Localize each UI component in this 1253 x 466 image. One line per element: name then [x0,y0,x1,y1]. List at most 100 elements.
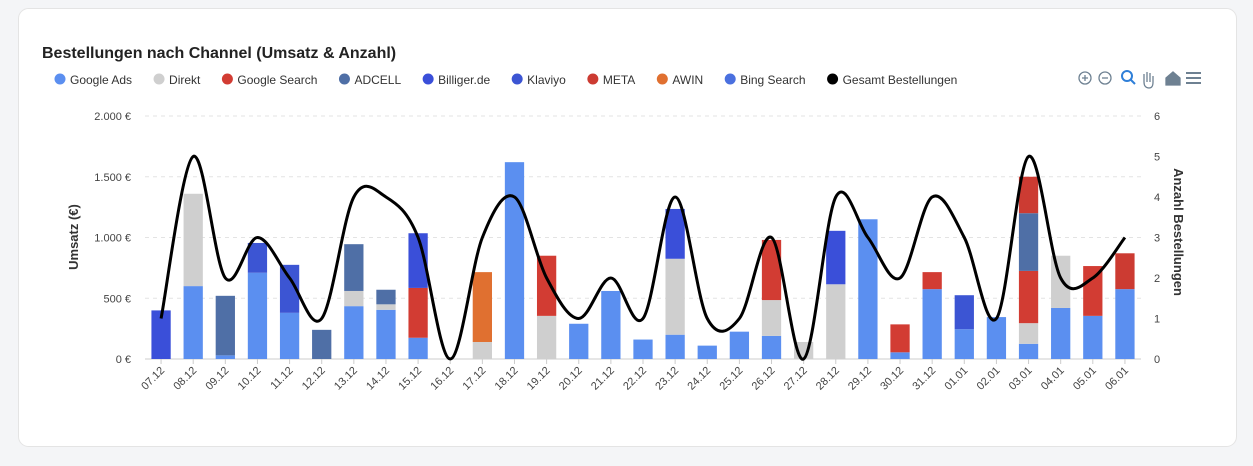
line [159,154,1127,361]
legend-label: Billiger.de [438,73,490,87]
legend-marker [338,73,350,85]
bar-segment [536,315,557,359]
y2-tick-label: 4 [1154,192,1160,204]
legend-label: META [603,73,635,87]
y2-tick-label: 3 [1154,233,1160,245]
zoom[interactable] [1121,70,1133,82]
bar-segment [247,272,268,359]
y2-tick-label: 2 [1154,273,1160,285]
bar-segment [151,310,171,359]
bar-segment [376,304,396,310]
zoom-out[interactable] [1098,71,1112,85]
bar-segment [665,208,685,259]
bar-segment [183,286,203,359]
bar-segment [472,272,492,342]
y-tick-label: 1.500 € [94,172,131,184]
bar-segment [697,345,717,359]
bar-segment [344,306,364,359]
legend-label: AWIN [672,73,703,87]
y2-tick-label: 0 [1154,354,1160,366]
bar-segment [1083,266,1103,316]
legend-marker [511,73,523,85]
bar-segment [761,239,782,301]
legend-label: Bing Search [740,73,805,87]
bar-segment [986,317,1007,359]
y-tick-label: 1.000 € [94,233,131,245]
chart-title: Bestellungen nach Channel (Umsatz & Anza… [42,45,396,62]
bar-segment [601,290,621,359]
bar-segment [183,193,203,287]
bar-segment [376,309,396,359]
bar-segment [826,284,846,359]
bar-segment [504,162,525,359]
zoom-in[interactable] [1078,71,1092,85]
legend-marker [656,73,668,85]
bar-segment [954,295,974,330]
y2-axis-title: Anzahl Bestellungen [1171,168,1186,296]
bar-segment [344,244,364,291]
bar-segment [665,258,685,335]
bar-segment [1018,213,1039,271]
bar-segment [826,230,846,285]
bar-segment [569,323,589,359]
legend-marker [724,73,736,85]
bar-segment [1018,323,1039,344]
legend-label: ADCELL [354,73,401,87]
bar-segment [279,312,300,359]
legend-marker [827,73,839,85]
bar-segment [890,324,910,353]
legend-marker [587,73,599,85]
legend-label: Direkt [169,73,201,87]
y-tick-label: 0 € [116,354,131,366]
bar-segment [1115,289,1135,359]
bar-segment [247,242,268,273]
y2-tick-label: 6 [1154,111,1160,123]
y-tick-label: 2.000 € [94,111,131,123]
bar-segment [1083,315,1103,359]
y-tick-label: 500 € [103,293,131,305]
pan[interactable] [1143,72,1154,89]
bar-segment [1018,176,1039,214]
bar-segment [344,290,364,307]
y2-tick-label: 1 [1154,314,1160,326]
y-axis-title: Umsatz (€) [66,204,81,270]
bar-segment [279,264,300,313]
bar-segment [954,329,974,359]
home[interactable] [1165,71,1181,86]
legend-marker [54,73,66,85]
bar-segment [761,335,782,359]
bar-segment [215,295,235,356]
bar-segment [922,289,942,359]
bar-segment [858,219,878,359]
bar-segment [408,287,428,338]
legend-marker [153,73,165,85]
bar-segment [312,329,332,359]
legend-label: Google Search [237,73,317,87]
legend-label: Google Ads [70,73,132,87]
bar-segment [1018,343,1039,359]
legend-marker [422,73,434,85]
bar-segment [376,289,396,305]
legend-label: Gesamt Bestellungen [843,73,958,87]
legend-label: Klaviyo [527,73,566,87]
legend-marker [221,73,233,85]
bar-segment [665,334,685,359]
menu[interactable] [1186,72,1201,84]
bar-segment [761,300,782,336]
bar-segment [1051,307,1071,359]
bar-segment [408,233,428,288]
bar-segment [922,272,942,290]
toolbar[interactable] [1078,70,1201,89]
bar-segment [890,352,910,359]
bar-segment [215,355,235,359]
y2-tick-label: 5 [1154,152,1160,164]
bar-segment [408,337,428,359]
bar-segment [633,339,653,359]
bar-segment [1115,253,1135,290]
bar-segment [472,341,492,359]
bar-segment [1051,255,1071,308]
bar-segment [1018,270,1039,324]
bar-segment [729,331,750,359]
